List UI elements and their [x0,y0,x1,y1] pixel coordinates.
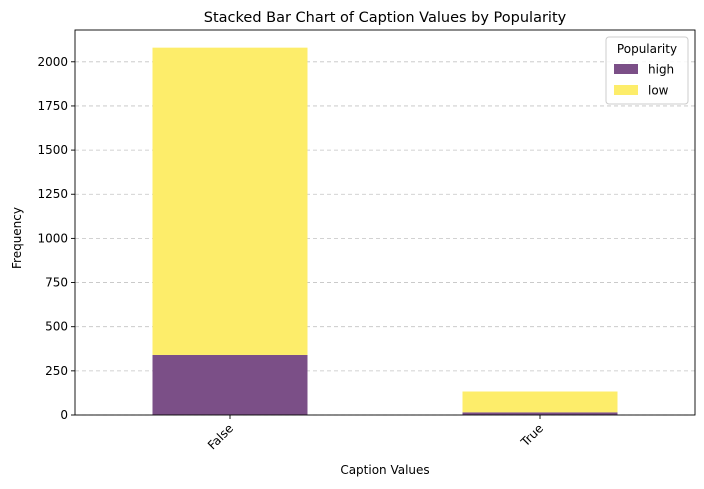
y-tick-label-4: 1000 [37,231,68,245]
bars [152,47,618,415]
y-tick-label-6: 1500 [37,143,68,157]
x-axis-label: Caption Values [340,463,429,477]
x-tick-label-false: False [205,421,236,452]
chart-title: Stacked Bar Chart of Caption Values by P… [204,10,567,26]
legend: Popularity high low [605,36,689,105]
legend-swatch-low [614,85,638,95]
plot-frame [74,29,696,416]
bar-false-low [152,47,308,355]
y-tick-label-1: 250 [45,364,68,378]
legend-label-low: low [648,84,669,98]
y-axis-label: Frequency [10,207,24,269]
legend-swatch-high [614,64,638,74]
x-tick-label-true: True [517,421,546,450]
legend-title: Popularity [617,42,677,56]
y-tick-label-2: 500 [45,320,68,334]
y-tick-label-0: 0 [60,408,68,422]
y-tick-label-7: 1750 [37,99,68,113]
axes: 0 250 500 750 1000 1250 1500 1750 2000 False True [37,29,696,452]
y-tick-label-8: 2000 [37,55,68,69]
bar-true-high [462,412,618,415]
bar-false-high [152,354,308,415]
y-tick-label-3: 750 [45,276,68,290]
legend-label-high: high [648,63,674,77]
y-tick-label-5: 1250 [37,187,68,201]
bar-true-low [462,391,618,413]
